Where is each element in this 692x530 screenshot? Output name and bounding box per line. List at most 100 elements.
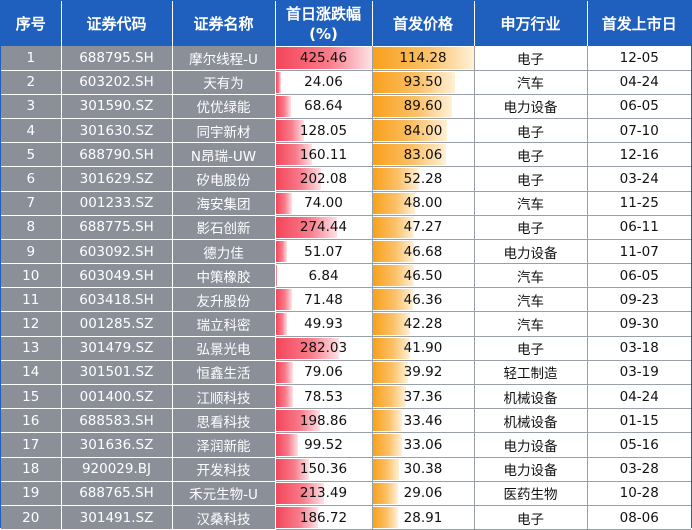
price-value: 29.06 xyxy=(403,485,443,502)
cell-index: 8 xyxy=(1,215,62,240)
change-value: 186.72 xyxy=(299,509,348,526)
cell-code: 001285.SZ xyxy=(61,311,173,337)
cell-industry: 电力设备 xyxy=(474,457,588,482)
cell-name: 弘景光电 xyxy=(172,336,276,361)
cell-name: 同宇新材 xyxy=(172,118,276,144)
table-row: 6 301629.SZ 矽电股份 202.08 52.28 电子 03-24 xyxy=(1,166,691,192)
cell-price: 52.28 xyxy=(372,166,475,192)
header-index: 序号 xyxy=(1,1,62,46)
cell-price: 93.50 xyxy=(372,70,475,95)
cell-index: 7 xyxy=(1,191,62,216)
price-value: 114.28 xyxy=(399,49,447,66)
cell-name: 江顺科技 xyxy=(172,384,276,410)
change-bar-fill xyxy=(275,289,292,311)
cell-price: 46.36 xyxy=(372,287,475,313)
price-bar-fill xyxy=(372,168,419,190)
cell-code: 001233.SZ xyxy=(61,191,173,216)
change-value: 78.53 xyxy=(304,388,343,405)
cell-date: 06-11 xyxy=(587,215,691,240)
cell-index: 4 xyxy=(1,118,62,144)
change-value: 150.36 xyxy=(299,461,348,478)
cell-price: 33.46 xyxy=(372,408,475,434)
cell-industry: 机械设备 xyxy=(474,384,588,410)
price-value: 47.27 xyxy=(403,219,443,236)
cell-code: 301501.SZ xyxy=(61,360,173,386)
cell-change: 150.36 xyxy=(275,457,373,482)
change-value: 71.48 xyxy=(304,291,343,308)
cell-code: 688765.SH xyxy=(61,481,173,506)
cell-date: 01-15 xyxy=(587,408,691,434)
price-bar-fill xyxy=(372,289,414,311)
cell-industry: 轻工制造 xyxy=(474,360,588,386)
change-value: 425.46 xyxy=(299,49,348,66)
cell-name: 影石创新 xyxy=(172,215,276,240)
cell-change: 71.48 xyxy=(275,287,373,313)
price-value: 83.06 xyxy=(403,146,443,163)
cell-industry: 机械设备 xyxy=(474,408,588,434)
price-value: 28.91 xyxy=(403,509,443,526)
cell-price: 46.50 xyxy=(372,263,475,289)
cell-industry: 电力设备 xyxy=(474,239,588,265)
cell-industry: 汽车 xyxy=(474,287,588,313)
cell-industry: 电子 xyxy=(474,215,588,240)
table-row: 10 603049.SH 中策橡胶 6.84 46.50 汽车 06-05 xyxy=(1,263,691,289)
cell-price: 46.68 xyxy=(372,239,475,265)
table-row: 11 603418.SH 友升股份 71.48 46.36 汽车 09-23 xyxy=(1,287,691,313)
cell-change: 78.53 xyxy=(275,384,373,410)
cell-change: 68.64 xyxy=(275,94,373,119)
cell-index: 14 xyxy=(1,360,62,386)
cell-index: 13 xyxy=(1,336,62,361)
table-row: 19 688765.SH 禾元生物-U 213.49 29.06 医药生物 10-28 xyxy=(1,481,691,506)
cell-name: 瑞立科密 xyxy=(172,311,276,337)
cell-industry: 电力设备 xyxy=(474,432,588,458)
cell-industry: 汽车 xyxy=(474,191,588,216)
table-body: 1 688795.SH 摩尔线程-U 425.46 114.28 电子 12-05 2 6032… xyxy=(1,46,691,530)
change-value: 79.06 xyxy=(304,364,343,381)
price-value: 84.00 xyxy=(403,122,443,139)
cell-industry: 电子 xyxy=(474,142,588,168)
change-value: 213.49 xyxy=(299,485,348,502)
change-bar-fill xyxy=(275,506,318,529)
cell-change: 6.84 xyxy=(275,263,373,289)
cell-index: 19 xyxy=(1,481,62,506)
price-value: 33.46 xyxy=(403,412,443,429)
change-value: 6.84 xyxy=(308,267,339,284)
cell-price: 37.36 xyxy=(372,384,475,410)
change-bar-fill xyxy=(275,71,281,93)
change-bar-fill xyxy=(275,482,324,504)
change-value: 74.00 xyxy=(304,195,343,212)
cell-name: 开发科技 xyxy=(172,457,276,482)
price-value: 46.50 xyxy=(403,267,443,284)
cell-change: 186.72 xyxy=(275,505,373,530)
cell-date: 03-24 xyxy=(587,166,691,192)
cell-index: 17 xyxy=(1,432,62,458)
cell-code: 301629.SZ xyxy=(61,166,173,192)
header-code: 证券代码 xyxy=(61,1,173,46)
table-header-row: 序号 证券代码 证券名称 首日涨跌幅 (%) 首发价格 申万行业 首发上市日 xyxy=(1,1,691,46)
cell-name: 思看科技 xyxy=(172,408,276,434)
cell-price: 41.90 xyxy=(372,336,475,361)
change-value: 49.93 xyxy=(304,316,343,333)
cell-code: 301630.SZ xyxy=(61,118,173,144)
change-bar-fill xyxy=(275,216,338,238)
table-row: 12 001285.SZ 瑞立科密 49.93 42.28 汽车 09-30 xyxy=(1,311,691,337)
change-bar-fill xyxy=(275,47,371,69)
cell-name: 矽电股份 xyxy=(172,166,276,192)
price-value: 46.68 xyxy=(403,243,443,260)
cell-change: 24.06 xyxy=(275,70,373,95)
table-row: 1 688795.SH 摩尔线程-U 425.46 114.28 电子 12-05 xyxy=(1,46,691,71)
cell-price: 114.28 xyxy=(372,46,475,71)
cell-price: 28.91 xyxy=(372,505,475,530)
table-row: 5 688790.SH N昂瑞-UW 160.11 83.06 电子 12-16 xyxy=(1,142,691,168)
price-bar-fill xyxy=(372,144,446,166)
cell-date: 11-25 xyxy=(587,191,691,216)
cell-price: 84.00 xyxy=(372,118,475,144)
cell-code: 603202.SH xyxy=(61,70,173,95)
cell-change: 198.86 xyxy=(275,408,373,434)
cell-industry: 汽车 xyxy=(474,311,588,337)
table-row: 9 603092.SH 德力佳 51.07 46.68 电力设备 11-07 xyxy=(1,239,691,265)
price-bar-fill xyxy=(372,119,447,142)
cell-index: 10 xyxy=(1,263,62,289)
cell-price: 89.60 xyxy=(372,94,475,119)
